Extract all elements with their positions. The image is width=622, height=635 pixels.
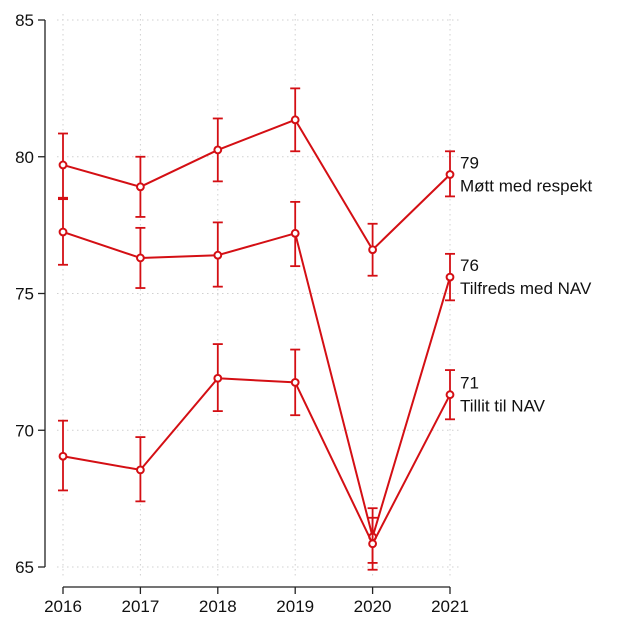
x-tick-label: 2021 <box>431 597 469 616</box>
series-name-label: Tillit til NAV <box>460 397 546 416</box>
data-point <box>58 227 68 237</box>
series-line <box>62 118 451 251</box>
data-point <box>445 170 455 179</box>
end-value-label: 79 <box>460 154 479 173</box>
series-name-label: Tilfreds med NAV <box>460 279 592 298</box>
end-value-label: 76 <box>460 256 479 275</box>
end-value-label: 71 <box>460 374 479 393</box>
label-layer: 79 Møtt med respekt 76 Tilfreds med NAV 71 Ti… <box>460 154 593 416</box>
y-tick-label: 85 <box>15 11 34 30</box>
y-tick-label: 70 <box>15 421 34 440</box>
data-point <box>290 115 300 125</box>
series-tilfreds-med-nav <box>58 198 455 564</box>
data-point <box>213 250 223 260</box>
data-point <box>213 373 223 383</box>
data-point <box>445 390 455 400</box>
data-point <box>445 272 455 282</box>
data-point <box>136 182 145 192</box>
series-layer <box>58 87 455 571</box>
x-tick-label: 2016 <box>44 597 82 616</box>
x-tick-label: 2019 <box>276 597 314 616</box>
x-tick-label: 2017 <box>121 597 159 616</box>
x-tick-label: 2018 <box>199 597 237 616</box>
series-line <box>62 231 451 538</box>
data-point <box>290 228 300 238</box>
y-tick-label: 75 <box>15 285 34 304</box>
data-point <box>213 145 223 155</box>
y-tick-label: 65 <box>15 558 34 577</box>
x-tick-label: 2020 <box>354 597 392 616</box>
data-point <box>136 465 145 475</box>
data-point <box>290 377 300 387</box>
series-m-tt-med-respekt <box>58 87 455 277</box>
data-point <box>58 160 68 170</box>
y-tick-label: 80 <box>15 148 34 167</box>
data-point <box>368 539 378 549</box>
series-tillit-til-nav <box>58 343 455 571</box>
grid-layer <box>57 14 462 579</box>
axis-layer: 65 70 75 80 85 2016 2017 2018 2019 2020 2021 <box>15 11 469 616</box>
data-point <box>58 451 68 461</box>
series-name-label: Møtt med respekt <box>460 177 593 196</box>
data-point <box>136 253 145 263</box>
data-point <box>368 245 378 255</box>
series-line <box>62 377 451 545</box>
